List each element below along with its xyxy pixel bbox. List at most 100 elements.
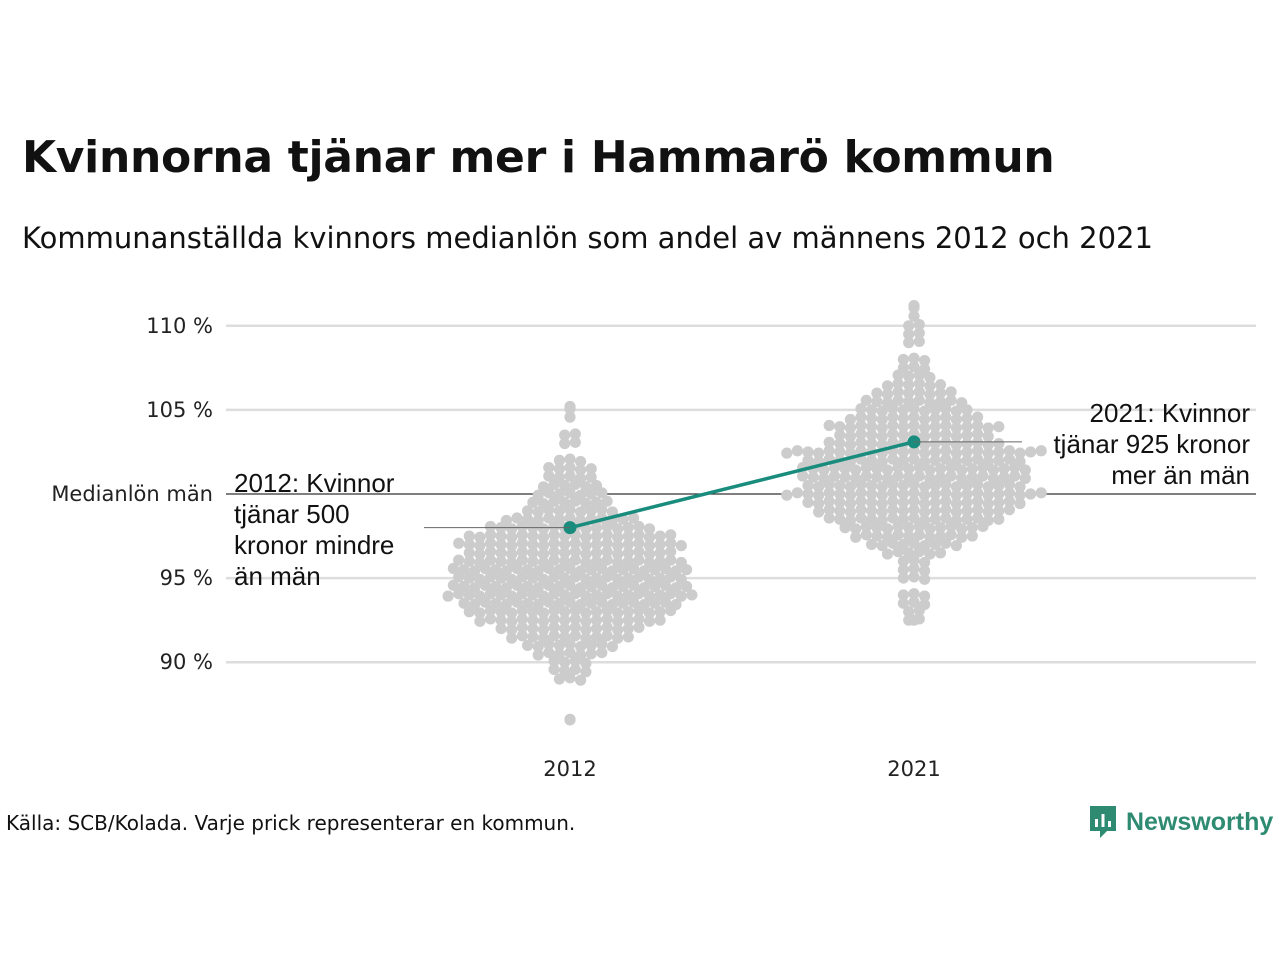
municipality-dot: [897, 454, 910, 466]
municipality-dot: [585, 463, 597, 475]
municipality-dot: [1014, 455, 1026, 468]
municipality-dot: [638, 598, 650, 611]
municipality-dot: [972, 453, 984, 465]
municipality-dot: [929, 421, 941, 433]
chart-title: Kvinnorna tjänar mer i Hammarö kommun: [22, 132, 1055, 183]
municipality-dot: [818, 472, 830, 484]
municipality-dot: [919, 540, 931, 552]
municipality-dot: [537, 498, 550, 510]
municipality-dot: [569, 621, 581, 633]
municipality-dot: [537, 523, 550, 535]
municipality-dot: [532, 506, 544, 518]
municipality-dot: [834, 429, 846, 441]
municipality-dot: [622, 572, 634, 584]
municipality-dot: [559, 479, 571, 492]
municipality-dot: [908, 562, 920, 575]
municipality-dot: [860, 394, 872, 406]
municipality-dot: [993, 496, 1005, 509]
municipality-dot: [575, 674, 587, 686]
municipality-dot: [982, 506, 994, 518]
municipality-dot: [966, 471, 978, 483]
municipality-dot: [1035, 487, 1047, 499]
municipality-dot: [887, 428, 899, 440]
municipality-dot: [919, 422, 931, 434]
municipality-dot: [834, 421, 846, 433]
municipality-dot: [654, 606, 666, 618]
municipality-dot: [553, 648, 566, 660]
municipality-dot: [628, 512, 640, 524]
municipality-dot: [908, 495, 920, 507]
municipality-dot: [643, 523, 656, 535]
municipality-dot: [855, 512, 867, 524]
municipality-dot: [532, 565, 544, 577]
annotation-2021: 2021: Kvinnor tjänar 925 kronor mer än män: [1053, 398, 1250, 490]
municipality-dot: [828, 470, 841, 482]
municipality-dot: [897, 429, 910, 441]
municipality-dot: [601, 537, 613, 549]
municipality-dot: [993, 446, 1005, 458]
municipality-dot: [1003, 445, 1016, 457]
municipality-dot: [569, 436, 581, 448]
municipality-dot: [622, 530, 634, 542]
municipality-dot: [506, 540, 518, 552]
municipality-dot: [580, 548, 592, 560]
municipality-dot: [601, 613, 613, 625]
municipality-dot: [553, 505, 566, 517]
municipality-dot: [982, 514, 994, 527]
municipality-dot: [1014, 498, 1026, 510]
municipality-dot: [590, 555, 603, 567]
municipality-dot: [553, 673, 566, 685]
municipality-dot: [484, 613, 497, 625]
municipality-dot: [823, 487, 835, 499]
municipality-dot: [643, 590, 656, 602]
municipality-dot: [876, 514, 888, 527]
municipality-dot: [590, 631, 603, 643]
municipality-dot: [484, 529, 497, 541]
municipality-dot: [934, 387, 947, 399]
municipality-dot: [638, 565, 650, 577]
municipality-dot: [892, 377, 904, 390]
municipality-dot: [908, 352, 920, 364]
municipality-dot: [1035, 445, 1047, 457]
municipality-dot: [643, 573, 656, 585]
municipality-dot: [516, 621, 528, 633]
municipality-dot: [866, 421, 878, 433]
municipality-dot: [564, 470, 576, 482]
municipality-dot: [950, 430, 963, 442]
reference-line-label: Medianlön män: [51, 482, 213, 506]
municipality-dot: [564, 646, 576, 659]
municipality-dot: [881, 472, 894, 484]
annotation-2012: 2012: Kvinnor tjänar 500 kronor mindre än m…: [234, 468, 395, 591]
municipality-dot: [950, 422, 963, 434]
municipality-dot: [543, 461, 555, 474]
municipality-dot: [887, 487, 899, 499]
municipality-dot: [527, 555, 539, 567]
municipality-dot: [559, 589, 571, 601]
municipality-dot: [950, 514, 963, 527]
municipality-dot: [527, 530, 539, 542]
municipality-dot: [490, 564, 502, 576]
municipality-dot: [537, 481, 550, 493]
municipality-dot: [622, 606, 634, 618]
municipality-dot: [654, 572, 666, 584]
municipality-dot: [940, 453, 952, 465]
municipality-dot: [543, 470, 555, 482]
municipality-dot: [903, 522, 915, 534]
municipality-dot: [940, 419, 952, 432]
municipality-dot: [871, 530, 883, 542]
municipality-dot: [580, 666, 592, 678]
municipality-dot: [601, 546, 613, 558]
municipality-dot: [977, 470, 989, 482]
x-tick-label: 2012: [543, 757, 596, 780]
municipality-dot: [522, 580, 534, 593]
municipality-dot: [924, 523, 936, 535]
newsworthy-logo[interactable]: Newsworthy: [1088, 804, 1273, 840]
municipality-dot: [913, 394, 925, 406]
municipality-dot: [474, 590, 486, 602]
source-note: Källa: SCB/Kolada. Varje prick represent…: [6, 811, 576, 835]
municipality-dot: [950, 540, 963, 552]
municipality-dot: [606, 582, 619, 594]
municipality-dot: [802, 454, 814, 466]
municipality-dot: [966, 522, 978, 534]
municipality-dot: [580, 498, 592, 510]
